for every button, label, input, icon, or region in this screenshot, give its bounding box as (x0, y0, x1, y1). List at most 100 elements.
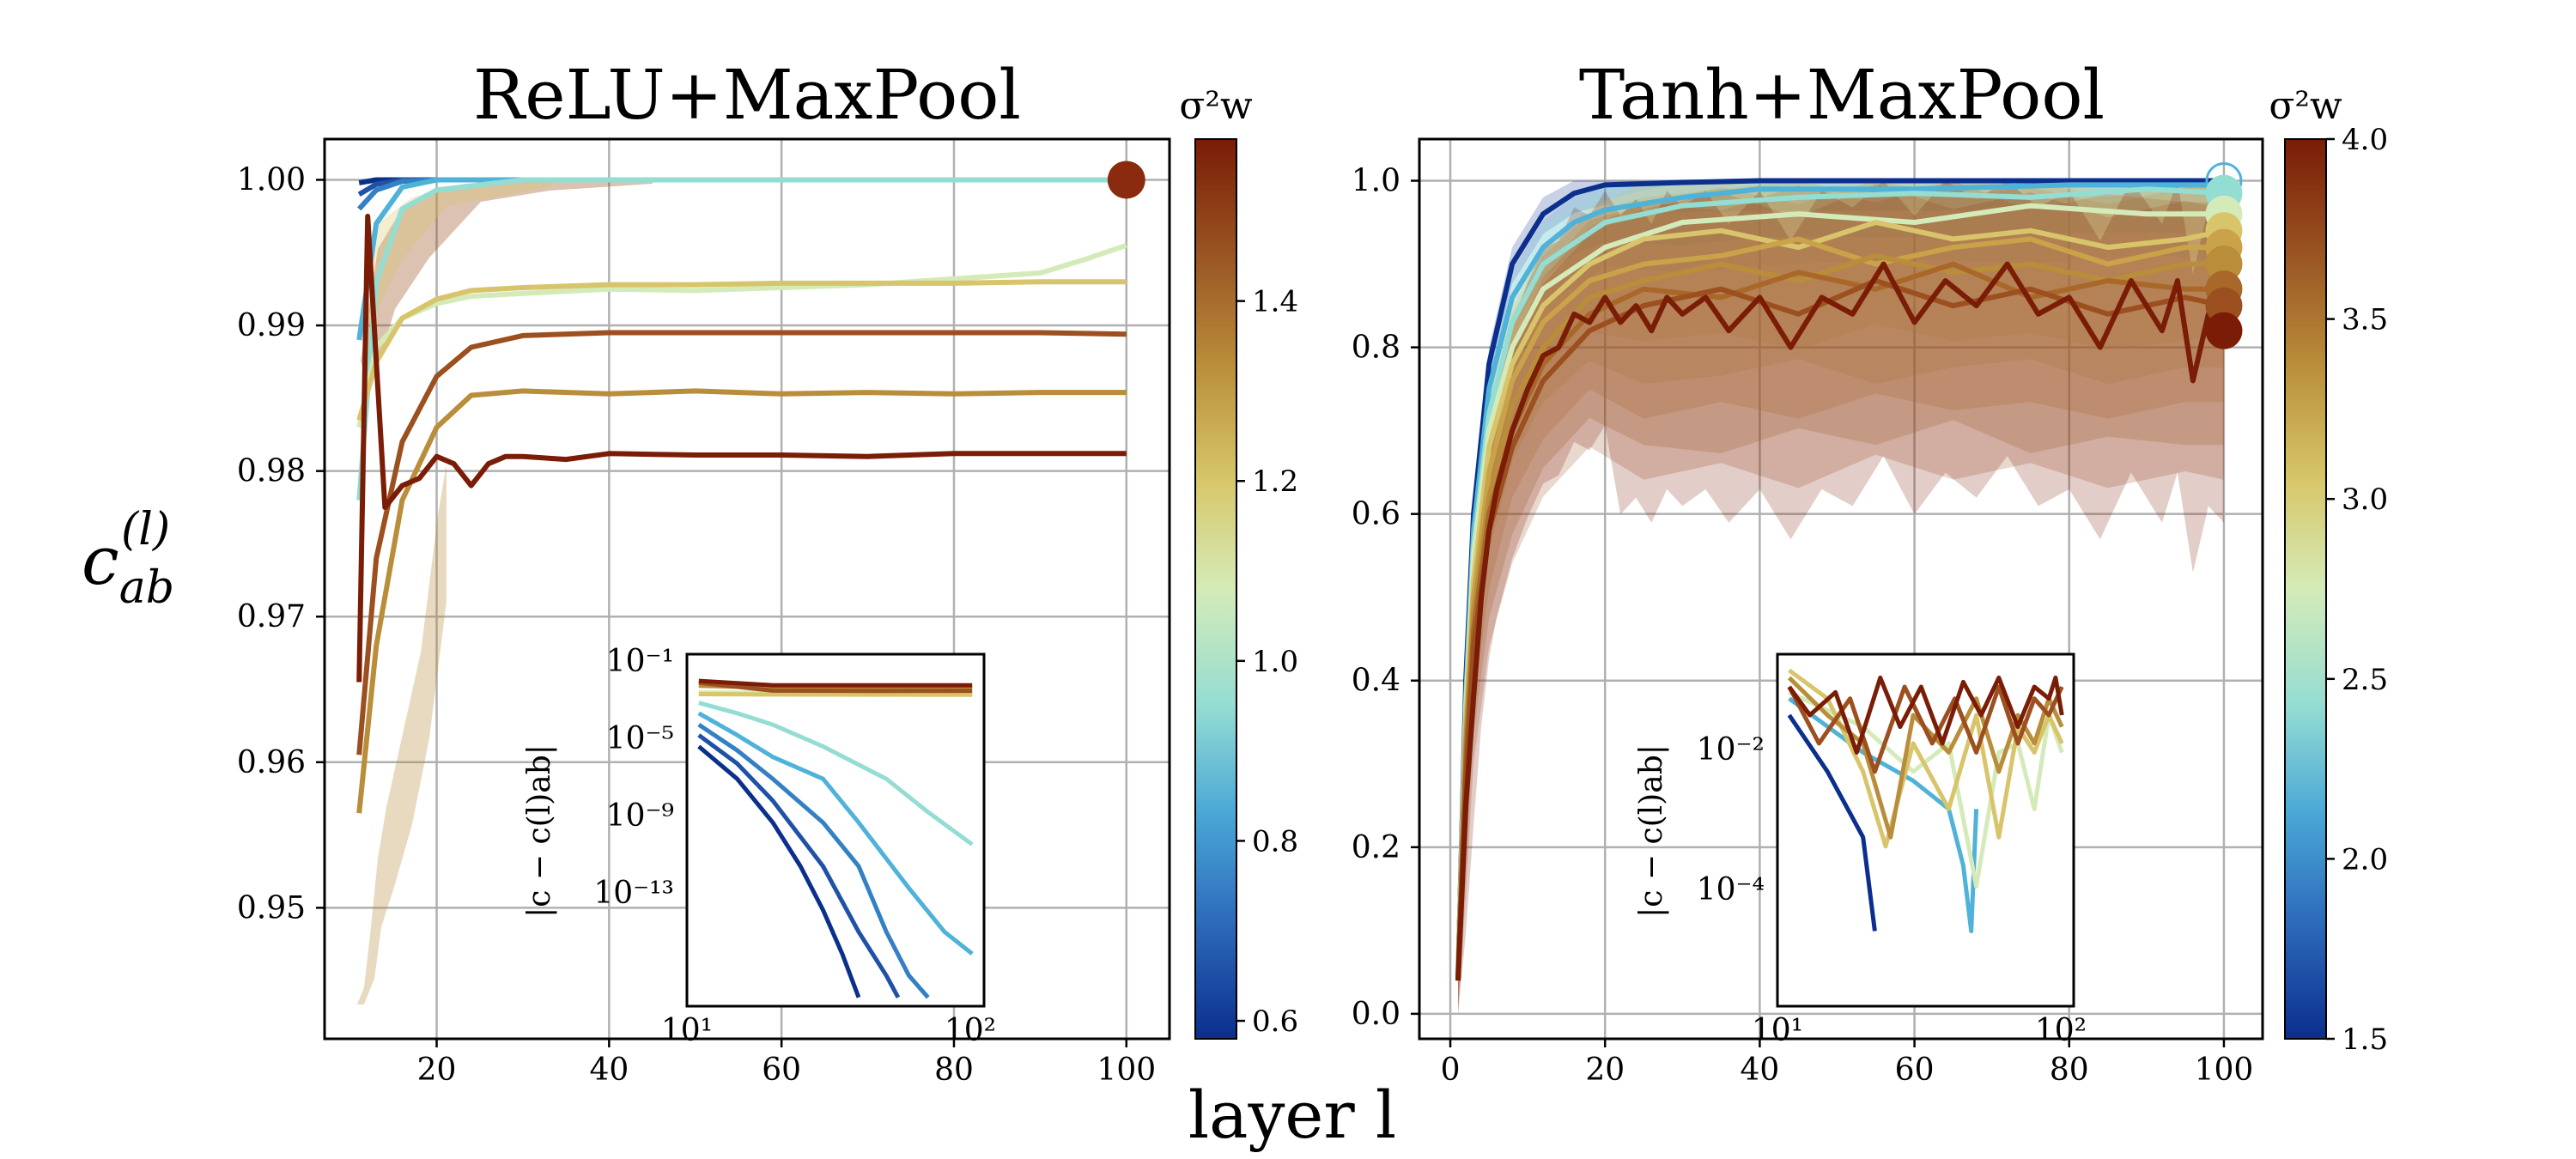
inset-series-line (1788, 668, 2064, 849)
y-tick-label: 0.0 (1352, 997, 1400, 1032)
colorbar-tick-label: 3.0 (2342, 482, 2388, 517)
fixed-point-marker (2205, 312, 2243, 349)
bands-left (357, 180, 653, 1004)
y-tick-label: 0.96 (237, 745, 306, 780)
series-line (1455, 203, 2224, 981)
x-tick-label: 60 (1895, 1053, 1935, 1088)
colorbar-tick-label: 0.6 (1252, 1004, 1298, 1039)
y-tick-label: 0.8 (1352, 331, 1400, 366)
inset-series-line (698, 701, 974, 846)
inset-right: 10⁻² 10⁻⁴ 10¹ 10² |c − c(l)ab| (1634, 652, 2087, 1048)
spread-band-mid (361, 180, 550, 378)
series-line (356, 242, 1127, 428)
inset-ytick-4: 10⁻¹³ (593, 876, 674, 911)
inset-lines-right (1787, 668, 2064, 933)
inset-xtick-right-2: 10² (2035, 1013, 2087, 1048)
inset-ytick-1: 10⁻¹ (606, 644, 674, 679)
inset-series-line (1787, 676, 2064, 840)
x-tick-label: 100 (1097, 1053, 1156, 1088)
inset-series-line (697, 723, 930, 999)
panel-relu-maxpool: ReLU+MaxPool 20 40 60 80 100 0.95 0.96 0.97 0.98… (237, 55, 1298, 1088)
inset-series-line (1787, 675, 2064, 755)
colorbar-left: σ²w 0.6 0.8 1.0 1.2 1.4 (1179, 84, 1298, 1040)
y-tick-label: 0.98 (237, 454, 306, 489)
x-tick-label: 20 (1585, 1053, 1625, 1088)
colorbar-tick-label: 4.0 (2342, 123, 2388, 157)
colorbar-strip-right (2284, 138, 2327, 1040)
y-tick-label: 0.95 (237, 890, 306, 925)
x-tick-label: 100 (2195, 1053, 2254, 1088)
inset-series-line (1788, 690, 2064, 889)
colorbar-strip-left (1194, 138, 1237, 1040)
inset-series-line (698, 680, 973, 694)
colorbar-tick-label: 1.5 (2342, 1022, 2388, 1057)
series-line (1455, 261, 2227, 981)
series-line (356, 177, 1127, 501)
fixed-point-marker-left (1107, 161, 1145, 199)
fixed-point-markers-right (2205, 162, 2243, 349)
spread-band (1458, 180, 2224, 1014)
spread-band-high-sigma (357, 464, 447, 1004)
series-line (1455, 236, 2224, 981)
y-label-sub: ab (119, 562, 174, 614)
series-line (356, 388, 1127, 814)
inset-yticks-left: 10⁻¹ 10⁻⁵ 10⁻⁹ 10⁻¹³ (593, 644, 674, 911)
colorbar-tick-label: 2.5 (2342, 663, 2388, 697)
y-label-sup: (l) (121, 504, 170, 555)
y-label-main: c (82, 523, 119, 600)
colorbar-tick-label: 0.8 (1252, 824, 1298, 859)
y-tick-label: 1.0 (1352, 164, 1400, 199)
colorbar-tick-label: 1.2 (1252, 464, 1298, 499)
inset-series-line (1787, 684, 2064, 774)
panel-title-relu: ReLU+MaxPool (473, 55, 1021, 135)
inset-ylabel-left: |c − c(l)ab| (522, 744, 557, 918)
y-tick-label: 0.6 (1352, 497, 1400, 532)
spread-band (1458, 180, 2224, 1014)
series-line (356, 279, 1127, 422)
series-lines-right (1455, 178, 2227, 981)
inset-lines-left (697, 678, 974, 999)
y-tick-label: 0.2 (1352, 830, 1400, 865)
colorbar-label-right: σ²w (2269, 84, 2342, 128)
y-tick-label: 0.4 (1352, 664, 1400, 699)
colorbar-ticks-right: 1.5 2.0 2.5 3.0 3.5 4.0 (2326, 123, 2388, 1057)
x-axis-label: layer l (1188, 1077, 1396, 1153)
axes-frame-left (323, 137, 1171, 1041)
inset-xtick-right-1: 10¹ (1752, 1013, 1803, 1048)
inset-ylabel-right: |c − c(l)ab| (1634, 744, 1669, 918)
inset-series-line (697, 744, 861, 998)
panel-title-tanh: Tanh+MaxPool (1579, 55, 2105, 135)
y-tick-label: 0.97 (237, 599, 306, 634)
spread-band (1458, 184, 2224, 1014)
inset-series-line (697, 733, 901, 998)
x-tick-label: 40 (589, 1053, 629, 1088)
series-line (356, 330, 1127, 755)
spread-band (1458, 180, 2224, 1014)
colorbar-right: σ²w 1.5 2.0 2.5 3.0 3.5 4.0 (2269, 84, 2388, 1057)
inset-ytick-right-1: 10⁻² (1697, 732, 1765, 768)
spread-band (1458, 180, 2224, 1014)
y-tick-label: 0.99 (237, 308, 306, 343)
inset-xtick-left-1: 10¹ (661, 1013, 713, 1048)
inset-ytick-2: 10⁻⁵ (606, 721, 674, 756)
inset-ytick-right-2: 10⁻⁴ (1697, 872, 1765, 907)
x-tick-label: 20 (417, 1053, 457, 1088)
x-tick-label: 40 (1740, 1053, 1779, 1088)
inset-series-line (1787, 713, 1877, 931)
y-tick-label: 1.00 (237, 162, 306, 197)
inset-series-line (698, 678, 973, 688)
spread-band-upper (361, 180, 653, 395)
series-lines-left (356, 177, 1127, 814)
x-tick-label: 0 (1441, 1053, 1461, 1088)
y-axis-label: cab (l) (82, 504, 174, 614)
colorbar-tick-label: 2.0 (2342, 842, 2388, 877)
spread-band (1458, 180, 2224, 1014)
x-tick-label: 80 (934, 1053, 974, 1088)
inset-left: 10⁻¹ 10⁻⁵ 10⁻⁹ 10⁻¹³ 10¹ 10² |c − c(l)ab… (522, 644, 996, 1048)
x-tick-label: 80 (2050, 1053, 2089, 1088)
inset-frame-left (685, 652, 986, 1008)
inset-series-line (697, 711, 974, 956)
inset-xtick-left-2: 10² (945, 1013, 996, 1048)
colorbar-tick-label: 1.0 (1252, 645, 1298, 679)
